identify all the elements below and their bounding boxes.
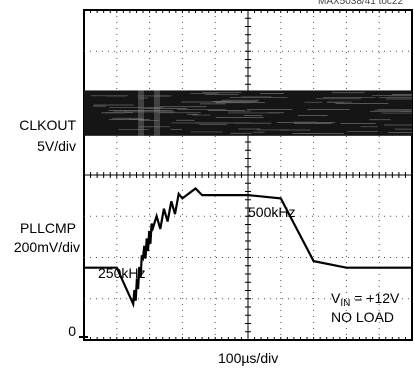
clkout-label: CLKOUT [19,117,76,133]
pllcmp-scale: 200mV/div [13,239,80,255]
clkout-scale: 5V/div [37,138,76,154]
vin-annotation: VIN = +12V [331,290,399,309]
freq-high-label: 500kHz [248,204,296,220]
freq-low-label: 250kHz [98,265,146,281]
pllcmp-trace [84,187,412,309]
vin-subscript: IN [340,298,351,309]
load-annotation: NO LOAD [331,309,395,325]
x-axis-label: 100µs/div [218,350,279,366]
figure-id: MAX5038/41 toc22 [318,0,404,7]
vin-prefix: V [331,290,341,306]
ground-label: 0 [68,323,76,339]
clkout-trace [84,90,412,136]
pllcmp-label: PLLCMP [19,220,76,236]
vin-value: = +12V [350,290,400,306]
